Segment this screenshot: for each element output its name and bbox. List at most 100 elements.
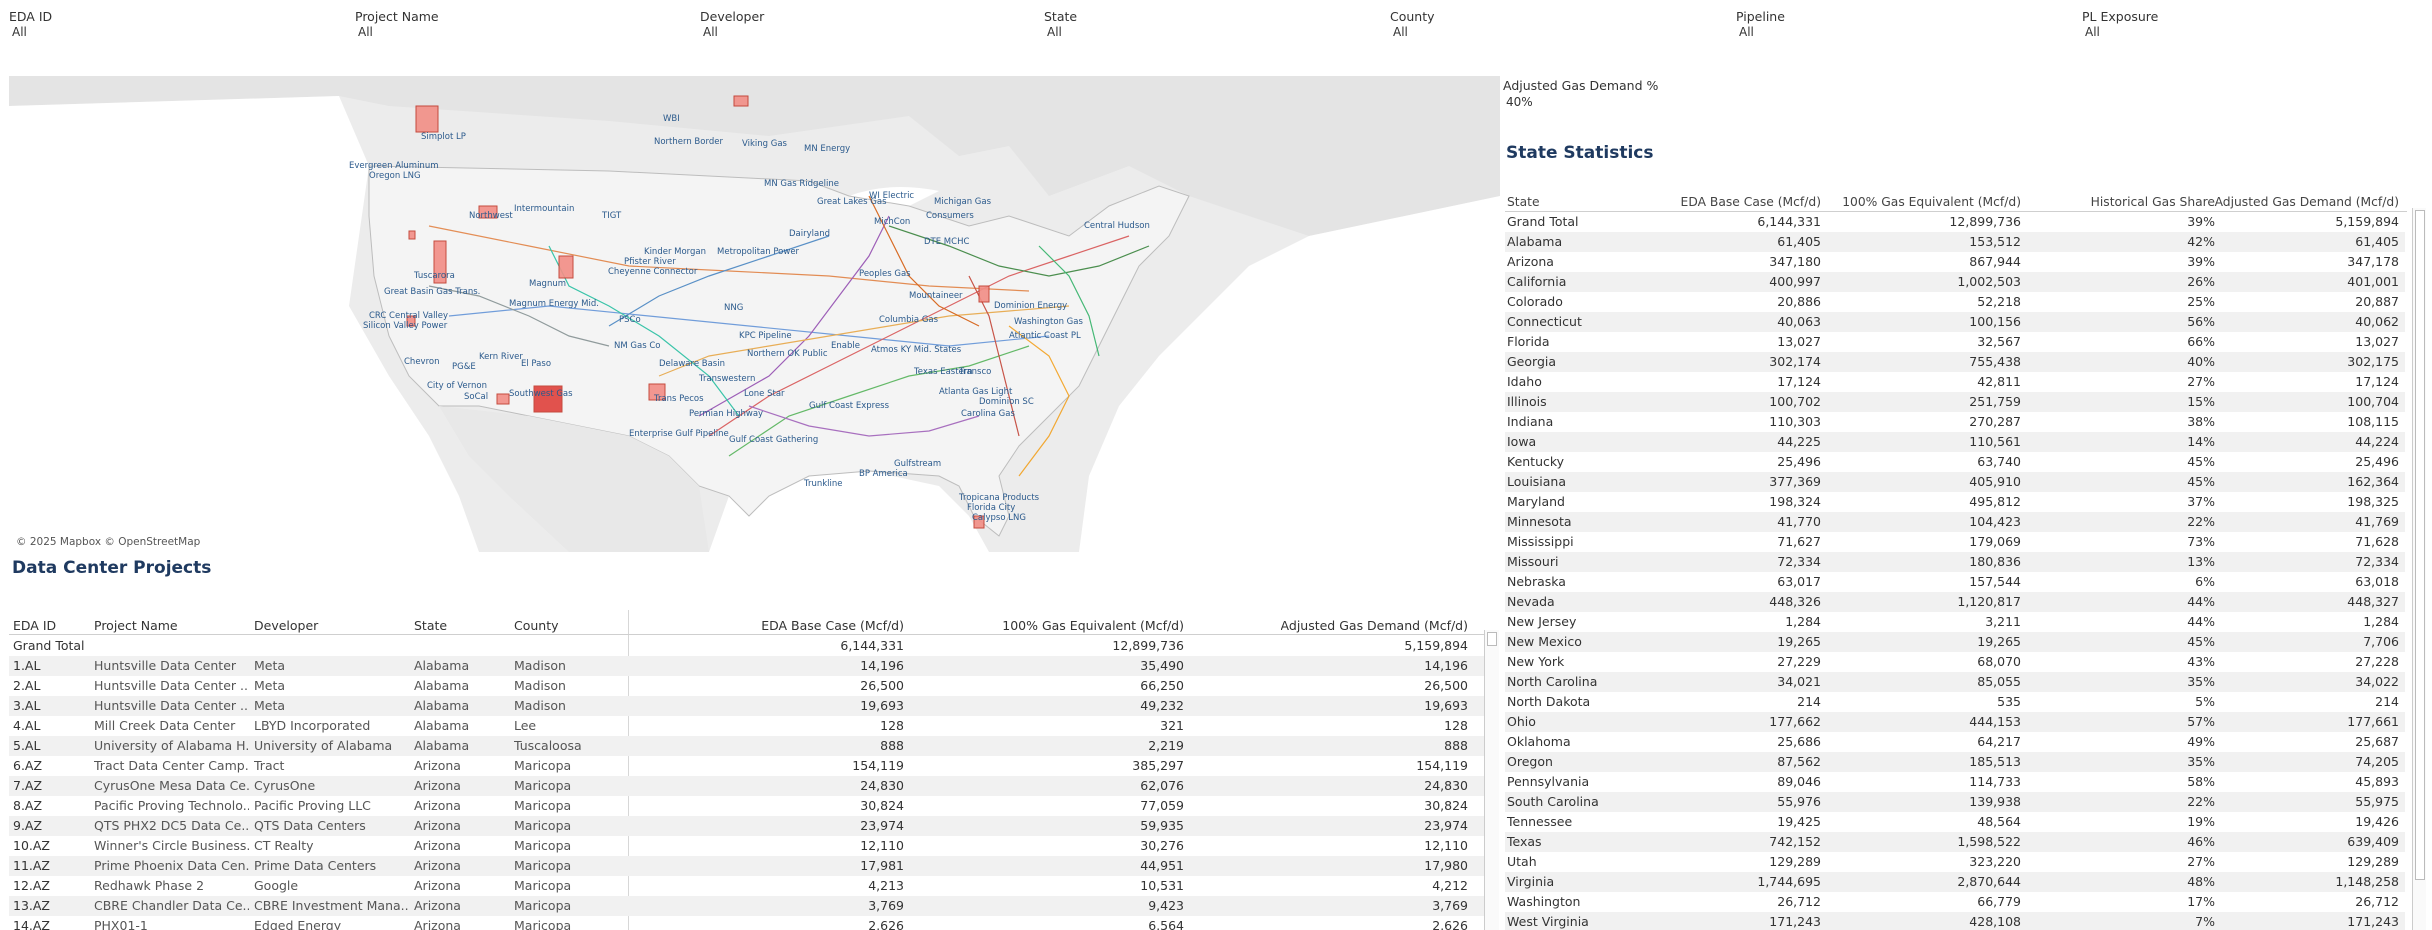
- state-row[interactable]: Tennessee 19,425 48,564 19% 19,426: [1505, 812, 2405, 832]
- state-row[interactable]: Florida 13,027 32,567 66% 13,027: [1505, 332, 2405, 352]
- state-grand-total-row[interactable]: Grand Total 6,144,331 12,899,736 39% 5,159,8…: [1505, 212, 2405, 232]
- state-row[interactable]: Oregon 87,562 185,513 35% 74,205: [1505, 752, 2405, 772]
- table-row[interactable]: 4.AL Mill Creek Data Center LBYD Incorpora…: [9, 716, 1484, 736]
- table-row[interactable]: 8.AZ Pacific Proving Technolo.. Pacific Pr…: [9, 796, 1484, 816]
- cell-hist: 27%: [2187, 854, 2215, 869]
- header-gas-equivalent[interactable]: 100% Gas Equivalent (Mcf/d): [1002, 618, 1184, 633]
- label-permian-highway: Permian Highway: [689, 409, 763, 419]
- label-transwestern: Transwestern: [698, 374, 755, 384]
- filter-value[interactable]: All: [1047, 25, 1062, 39]
- state-row[interactable]: Minnesota 41,770 104,423 22% 41,769: [1505, 512, 2405, 532]
- state-row[interactable]: South Carolina 55,976 139,938 22% 55,975: [1505, 792, 2405, 812]
- filter-eda-id[interactable]: EDA ID All: [9, 9, 339, 40]
- state-row[interactable]: Idaho 17,124 42,811 27% 17,124: [1505, 372, 2405, 392]
- state-row[interactable]: Illinois 100,702 251,759 15% 100,704: [1505, 392, 2405, 412]
- table-row[interactable]: 2.AL Huntsville Data Center .. Meta Alabama…: [9, 676, 1484, 696]
- state-row[interactable]: Louisiana 377,369 405,910 45% 162,364: [1505, 472, 2405, 492]
- map-attribution[interactable]: © 2025 Mapbox © OpenStreetMap: [16, 536, 201, 548]
- header-county[interactable]: County: [514, 618, 559, 633]
- cell-county: Maricopa: [514, 758, 572, 773]
- table-row[interactable]: 11.AZ Prime Phoenix Data Cen.. Prime Data …: [9, 856, 1484, 876]
- filter-state[interactable]: State All: [1044, 9, 1374, 40]
- header-eda-id[interactable]: EDA ID: [13, 618, 57, 633]
- table-row[interactable]: 10.AZ Winner's Circle Business.. CT Realty…: [9, 836, 1484, 856]
- state-row[interactable]: Mississippi 71,627 179,069 73% 71,628: [1505, 532, 2405, 552]
- header-eda-base-case[interactable]: EDA Base Case (Mcf/d): [1680, 195, 1821, 209]
- table-row[interactable]: 3.AL Huntsville Data Center .. Meta Alabama…: [9, 696, 1484, 716]
- filter-developer[interactable]: Developer All: [700, 9, 1030, 40]
- state-row[interactable]: Oklahoma 25,686 64,217 49% 25,687: [1505, 732, 2405, 752]
- filter-project-name[interactable]: Project Name All: [355, 9, 685, 40]
- filter-pl-exposure[interactable]: PL Exposure All: [2082, 9, 2412, 40]
- label-nm-gas: NM Gas Co: [614, 341, 660, 351]
- header-state[interactable]: State: [414, 618, 448, 633]
- filter-value[interactable]: All: [1739, 25, 1754, 39]
- filter-value[interactable]: All: [2085, 25, 2100, 39]
- label-michigan-gas: Michigan Gas: [934, 197, 992, 207]
- adjusted-gas-demand-parameter[interactable]: Adjusted Gas Demand % 40%: [1503, 78, 1658, 110]
- scrollbar-thumb[interactable]: [1487, 632, 1497, 646]
- cell-dev: Google: [254, 878, 299, 893]
- cell-county: Maricopa: [514, 778, 572, 793]
- parameter-value[interactable]: 40%: [1506, 95, 1533, 109]
- header-adjusted-demand[interactable]: Adjusted Gas Demand (Mcf/d): [2214, 195, 2399, 209]
- header-state[interactable]: State: [1507, 195, 1540, 209]
- state-row[interactable]: West Virginia 171,243 428,108 7% 171,243: [1505, 912, 2405, 930]
- state-row[interactable]: California 400,997 1,002,503 26% 401,001: [1505, 272, 2405, 292]
- table-row[interactable]: 7.AZ CyrusOne Mesa Data Ce.. CyrusOne Arizo…: [9, 776, 1484, 796]
- state-row[interactable]: Virginia 1,744,695 2,870,644 48% 1,148,258: [1505, 872, 2405, 892]
- table-row[interactable]: 1.AL Huntsville Data Center Meta Alabama Mad…: [9, 656, 1484, 676]
- state-table-scrollbar[interactable]: [2412, 208, 2426, 930]
- filter-value[interactable]: All: [1393, 25, 1408, 39]
- state-row[interactable]: Indiana 110,303 270,287 38% 108,115: [1505, 412, 2405, 432]
- header-project-name[interactable]: Project Name: [94, 618, 178, 633]
- header-eda-base-case[interactable]: EDA Base Case (Mcf/d): [761, 618, 904, 633]
- state-row[interactable]: Iowa 44,225 110,561 14% 44,224: [1505, 432, 2405, 452]
- table-row[interactable]: 12.AZ Redhawk Phase 2 Google Arizona Maricop…: [9, 876, 1484, 896]
- state-row[interactable]: Nevada 448,326 1,120,817 44% 448,327: [1505, 592, 2405, 612]
- header-historical-share[interactable]: Historical Gas Share: [2090, 195, 2215, 209]
- state-row[interactable]: North Dakota 214 535 5% 214: [1505, 692, 2405, 712]
- header-adjusted-demand[interactable]: Adjusted Gas Demand (Mcf/d): [1280, 618, 1468, 633]
- table-row[interactable]: 14.AZ PHX01-1 Edged Energy Arizona Maricopa 2…: [9, 916, 1484, 930]
- state-row[interactable]: Ohio 177,662 444,153 57% 177,661: [1505, 712, 2405, 732]
- header-developer[interactable]: Developer: [254, 618, 319, 633]
- state-row[interactable]: Washington 26,712 66,779 17% 26,712: [1505, 892, 2405, 912]
- label-gulf-gathering: Gulf Coast Gathering: [729, 435, 818, 445]
- filter-value[interactable]: All: [703, 25, 718, 39]
- dc-table-scrollbar[interactable]: [1484, 630, 1499, 930]
- state-row[interactable]: Georgia 302,174 755,438 40% 302,175: [1505, 352, 2405, 372]
- filter-county[interactable]: County All: [1390, 9, 1720, 40]
- cell-gas: 52,218: [1977, 294, 2021, 309]
- cell-gas: 62,076: [1140, 778, 1184, 793]
- table-row[interactable]: 5.AL University of Alabama H.. University …: [9, 736, 1484, 756]
- filter-value[interactable]: All: [358, 25, 373, 39]
- pipeline-map[interactable]: WBI Northern Border Viking Gas MN Energy…: [9, 76, 1500, 552]
- state-row[interactable]: Missouri 72,334 180,836 13% 72,334: [1505, 552, 2405, 572]
- header-gas-equivalent[interactable]: 100% Gas Equivalent (Mcf/d): [1842, 195, 2021, 209]
- state-row[interactable]: Maryland 198,324 495,812 37% 198,325: [1505, 492, 2405, 512]
- state-row[interactable]: Pennsylvania 89,046 114,733 58% 45,893: [1505, 772, 2405, 792]
- filter-pipeline[interactable]: Pipeline All: [1736, 9, 2066, 40]
- state-row[interactable]: Colorado 20,886 52,218 25% 20,887: [1505, 292, 2405, 312]
- state-row[interactable]: Nebraska 63,017 157,544 6% 63,018: [1505, 572, 2405, 592]
- table-row[interactable]: 13.AZ CBRE Chandler Data Ce.. CBRE Investm…: [9, 896, 1484, 916]
- label-enable: Enable: [831, 341, 860, 351]
- state-row[interactable]: Connecticut 40,063 100,156 56% 40,062: [1505, 312, 2405, 332]
- state-row[interactable]: New York 27,229 68,070 43% 27,228: [1505, 652, 2405, 672]
- cell-adj: 302,175: [2347, 354, 2399, 369]
- state-row[interactable]: North Carolina 34,021 85,055 35% 34,022: [1505, 672, 2405, 692]
- state-row[interactable]: New Mexico 19,265 19,265 45% 7,706: [1505, 632, 2405, 652]
- table-row[interactable]: 6.AZ Tract Data Center Camp.. Tract Arizona…: [9, 756, 1484, 776]
- cell-adj: 214: [2375, 694, 2399, 709]
- state-row[interactable]: Kentucky 25,496 63,740 45% 25,496: [1505, 452, 2405, 472]
- state-header-divider: [1505, 211, 2407, 212]
- state-row[interactable]: New Jersey 1,284 3,211 44% 1,284: [1505, 612, 2405, 632]
- state-row[interactable]: Arizona 347,180 867,944 39% 347,178: [1505, 252, 2405, 272]
- state-row[interactable]: Utah 129,289 323,220 27% 129,289: [1505, 852, 2405, 872]
- table-row[interactable]: 9.AZ QTS PHX2 DC5 Data Ce.. QTS Data Cente…: [9, 816, 1484, 836]
- state-row[interactable]: Alabama 61,405 153,512 42% 61,405: [1505, 232, 2405, 252]
- filter-value[interactable]: All: [12, 25, 27, 39]
- scrollbar-thumb[interactable]: [2415, 210, 2425, 880]
- state-row[interactable]: Texas 742,152 1,598,522 46% 639,409: [1505, 832, 2405, 852]
